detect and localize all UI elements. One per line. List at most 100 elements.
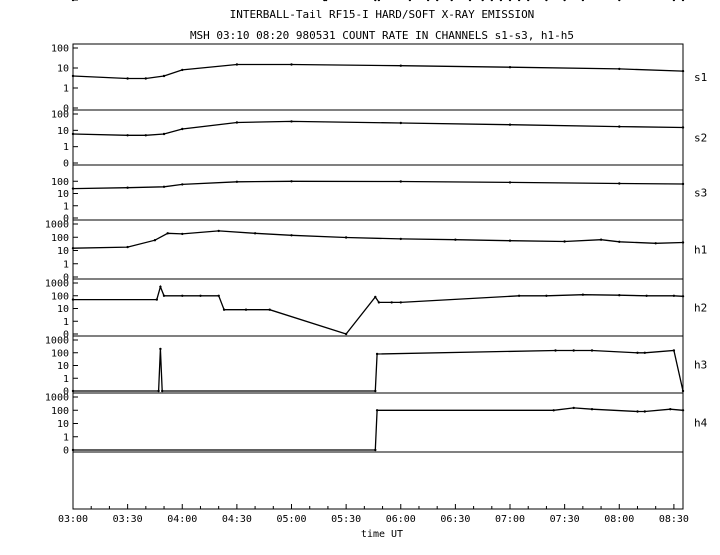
- y-tick-label: 0: [63, 104, 69, 115]
- data-point-h3: [643, 351, 646, 354]
- data-point-h1: [166, 232, 169, 235]
- data-point-h5: [377, 0, 381, 2]
- data-point-h1: [399, 237, 402, 241]
- y-tick-label: 0: [63, 387, 69, 398]
- x-tick-label: 03:30: [113, 514, 143, 525]
- y-tick-label: 1000: [45, 336, 69, 347]
- data-point-h1: [217, 229, 220, 233]
- channel-label-s2: s2: [694, 132, 707, 145]
- y-tick-label: 0: [63, 446, 69, 457]
- data-point-h1: [618, 240, 621, 243]
- data-point-h2: [181, 294, 184, 297]
- y-tick-label: 100: [51, 110, 69, 121]
- data-point-h2: [71, 298, 75, 301]
- data-point-h2: [681, 295, 685, 298]
- data-point-h2: [645, 294, 648, 297]
- data-point-s3: [71, 187, 75, 190]
- data-point-h4: [643, 410, 646, 413]
- data-point-s2: [162, 132, 166, 136]
- y-tick-label: 10: [57, 419, 69, 430]
- series-line-h1: [72, 230, 684, 249]
- data-point-h2: [377, 301, 381, 304]
- data-point-h1: [599, 238, 603, 241]
- data-point-h5: [517, 0, 521, 2]
- series-line-h2: [73, 284, 684, 335]
- x-tick-label: 08:00: [604, 514, 634, 525]
- data-point-s3: [618, 182, 621, 185]
- data-point-h1: [508, 239, 512, 242]
- y-tick-label: 10: [57, 189, 69, 200]
- data-point-h5: [563, 0, 566, 2]
- data-point-s3: [162, 185, 166, 188]
- y-tick-label: 1: [63, 317, 69, 328]
- y-tick-label: 1000: [45, 220, 69, 231]
- data-point-s3: [681, 182, 685, 186]
- data-point-h5: [450, 0, 453, 2]
- channel-label-s3: s3: [694, 187, 707, 200]
- y-tick-label: 10: [57, 304, 69, 315]
- y-tick-label: 100: [51, 348, 69, 359]
- data-point-h1: [681, 241, 685, 244]
- x-tick-label: 06:00: [386, 514, 416, 525]
- data-point-h2: [618, 294, 621, 297]
- data-point-s2: [235, 121, 239, 124]
- data-point-h3: [572, 349, 575, 352]
- data-point-h3: [71, 389, 75, 393]
- data-point-h3: [374, 389, 377, 393]
- data-point-s2: [126, 134, 129, 137]
- data-point-s3: [508, 181, 512, 184]
- channel-label-h5: h5: [694, 0, 707, 3]
- data-point-h4: [374, 448, 377, 452]
- y-tick-label: 1: [63, 432, 69, 443]
- data-point-h1: [181, 232, 184, 236]
- data-point-s2: [618, 125, 621, 128]
- y-tick-label: 1: [63, 142, 69, 153]
- y-tick-label: 0: [63, 159, 69, 170]
- data-point-h1: [563, 240, 566, 243]
- data-point-h1: [126, 245, 129, 249]
- data-point-s1: [681, 69, 685, 73]
- y-tick-label: 1: [63, 259, 69, 270]
- data-point-h2: [672, 294, 676, 297]
- data-point-h2: [244, 308, 248, 311]
- data-point-s1: [71, 74, 75, 78]
- data-point-s1: [290, 63, 293, 66]
- data-point-h5: [618, 0, 621, 2]
- chart-title: INTERBALL-Tail RF15-I HARD/SOFT X-RAY EM…: [230, 8, 535, 21]
- y-tick-label: 100: [51, 44, 69, 55]
- data-point-h2: [162, 294, 166, 297]
- series-line-h4: [73, 407, 684, 451]
- data-point-h4: [636, 410, 639, 413]
- data-point-h1: [71, 247, 75, 250]
- y-tick-label: 10: [57, 361, 69, 372]
- data-point-s3: [290, 180, 293, 183]
- data-point-h4: [552, 409, 555, 412]
- x-tick-label: 03:00: [58, 514, 88, 525]
- series-line-s3: [72, 180, 684, 190]
- data-point-s1: [126, 77, 129, 80]
- y-tick-label: 10: [57, 64, 69, 75]
- data-point-h5: [545, 0, 548, 2]
- y-tick-label: 100: [51, 291, 69, 302]
- data-point-h3: [590, 349, 594, 352]
- data-point-h2: [545, 294, 548, 297]
- data-point-h5: [508, 0, 512, 2]
- x-tick-label: 04:30: [222, 514, 252, 525]
- y-tick-label: 100: [51, 177, 69, 188]
- data-point-s2: [399, 121, 402, 125]
- data-point-h4: [681, 409, 685, 412]
- data-point-s2: [71, 132, 75, 136]
- data-point-s3: [235, 180, 239, 183]
- x-axis-label: time UT: [361, 529, 403, 540]
- series-line-h3: [73, 348, 684, 392]
- data-point-h3: [161, 389, 164, 393]
- data-point-h2: [344, 332, 348, 336]
- data-point-h3: [157, 389, 160, 393]
- data-point-h2: [517, 294, 521, 297]
- data-point-h2: [399, 301, 402, 304]
- data-point-s2: [508, 123, 512, 126]
- y-tick-label: 1: [63, 84, 69, 95]
- y-tick-label: 1000: [45, 393, 69, 404]
- y-tick-label: 1: [63, 0, 69, 3]
- data-point-s3: [126, 186, 129, 189]
